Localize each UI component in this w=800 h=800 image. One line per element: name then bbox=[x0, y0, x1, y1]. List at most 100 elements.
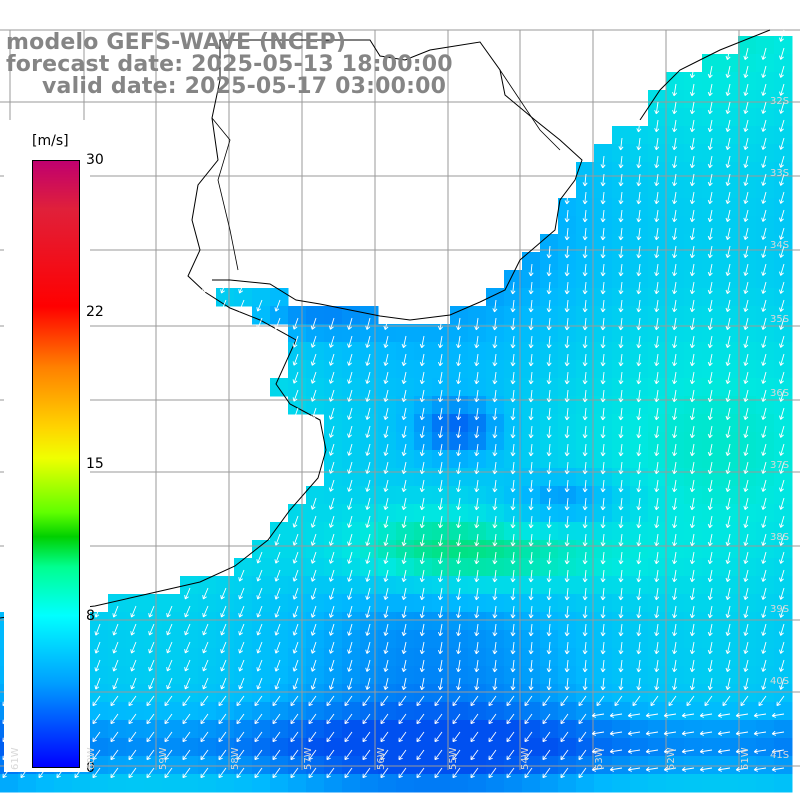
wind-speed-cell bbox=[774, 558, 793, 577]
wind-speed-cell bbox=[684, 450, 703, 469]
wind-speed-cell bbox=[324, 432, 343, 451]
wind-speed-cell bbox=[180, 648, 199, 667]
wind-speed-cell bbox=[666, 306, 685, 325]
legend-unit: [m/s] bbox=[32, 133, 69, 149]
wind-arrow bbox=[362, 713, 371, 725]
wind-arrow bbox=[310, 569, 317, 582]
lon-label: 61W bbox=[10, 747, 21, 770]
wind-arrow bbox=[528, 605, 534, 619]
wind-arrow bbox=[383, 461, 389, 474]
wind-speed-cell bbox=[270, 288, 289, 307]
wind-arrow bbox=[636, 677, 642, 691]
wind-speed-cell bbox=[648, 576, 667, 595]
wind-speed-cell bbox=[270, 378, 289, 397]
wind-speed-cell bbox=[594, 684, 613, 703]
wind-arrow bbox=[743, 335, 749, 348]
wind-speed-cell bbox=[648, 648, 667, 667]
wind-speed-cell bbox=[288, 684, 307, 703]
wind-speed-cell bbox=[702, 648, 721, 667]
wind-arrow bbox=[707, 443, 713, 457]
wind-arrow bbox=[456, 533, 462, 547]
wind-arrow bbox=[725, 515, 731, 529]
wind-speed-cell bbox=[684, 306, 703, 325]
wind-speed-cell bbox=[378, 774, 397, 793]
wind-speed-cell bbox=[504, 414, 523, 433]
wind-speed-cell bbox=[702, 126, 721, 145]
wind-arrow bbox=[564, 569, 570, 583]
wind-speed-cell bbox=[612, 684, 631, 703]
wind-arrow bbox=[310, 353, 317, 366]
wind-arrow bbox=[347, 317, 353, 330]
wind-arrow bbox=[582, 227, 588, 241]
wind-speed-cell bbox=[756, 396, 775, 415]
wind-speed-cell bbox=[684, 198, 703, 217]
wind-speed-cell bbox=[270, 720, 289, 739]
wind-arrow bbox=[600, 407, 606, 421]
wind-arrow bbox=[707, 569, 713, 583]
wind-speed-cell bbox=[720, 468, 739, 487]
wind-arrow bbox=[470, 731, 479, 743]
wind-arrow bbox=[779, 173, 785, 186]
wind-speed-cell bbox=[540, 252, 559, 271]
wind-arrow bbox=[528, 641, 534, 655]
wind-speed-cell bbox=[648, 774, 667, 793]
wind-arrow bbox=[383, 641, 389, 654]
wind-arrow bbox=[699, 712, 713, 718]
wind-speed-cell bbox=[144, 648, 163, 667]
wind-arrow bbox=[401, 677, 407, 691]
wind-arrow bbox=[725, 65, 731, 79]
wind-arrow bbox=[236, 749, 245, 761]
wind-speed-cell bbox=[270, 630, 289, 649]
wind-arrow bbox=[238, 677, 245, 690]
wind-arrow bbox=[735, 766, 749, 772]
wind-speed-cell bbox=[360, 306, 379, 325]
wind-arrow bbox=[636, 335, 642, 349]
wind-speed-cell bbox=[54, 774, 73, 793]
wind-arrow bbox=[636, 263, 642, 277]
wind-speed-cell bbox=[630, 450, 649, 469]
wind-arrow bbox=[707, 119, 713, 133]
wind-speed-cell bbox=[702, 414, 721, 433]
wind-arrow bbox=[398, 731, 407, 743]
wind-arrow bbox=[92, 767, 101, 779]
wind-speed-cell bbox=[342, 342, 361, 361]
wind-arrow bbox=[456, 317, 462, 331]
wind-speed-cell bbox=[594, 234, 613, 253]
wind-speed-cell bbox=[450, 450, 469, 469]
wind-arrow bbox=[725, 479, 731, 493]
wind-speed-cell bbox=[558, 396, 577, 415]
wind-arrow bbox=[636, 587, 642, 601]
wind-arrow bbox=[761, 173, 767, 186]
wind-speed-cell bbox=[486, 558, 505, 577]
wind-speed-cell bbox=[486, 738, 505, 757]
wind-arrow bbox=[474, 443, 480, 457]
wind-speed-cell bbox=[288, 306, 307, 325]
wind-arrow bbox=[401, 569, 407, 583]
wind-arrow bbox=[166, 623, 173, 636]
wind-arrow bbox=[725, 227, 731, 241]
wind-speed-cell bbox=[432, 648, 451, 667]
wind-arrow bbox=[401, 407, 407, 421]
wind-arrow bbox=[618, 425, 624, 439]
wind-speed-cell bbox=[738, 270, 757, 289]
wind-arrow bbox=[743, 425, 749, 438]
wind-speed-cell bbox=[270, 702, 289, 721]
wind-speed-cell bbox=[702, 576, 721, 595]
wind-arrow bbox=[274, 605, 281, 618]
wind-arrow bbox=[292, 407, 299, 420]
wind-arrow bbox=[779, 389, 785, 402]
legend-tick-8: 8 bbox=[86, 608, 95, 624]
wind-arrow bbox=[256, 659, 263, 672]
wind-speed-cell bbox=[486, 378, 505, 397]
wind-speed-cell bbox=[720, 522, 739, 541]
wind-arrow bbox=[689, 83, 695, 97]
wind-arrow bbox=[743, 407, 749, 420]
wind-arrow bbox=[761, 425, 767, 438]
wind-arrow bbox=[654, 263, 660, 277]
wind-arrow bbox=[437, 335, 443, 349]
wind-speed-cell bbox=[414, 468, 433, 487]
wind-speed-cell bbox=[378, 540, 397, 559]
wind-arrow bbox=[689, 317, 695, 331]
wind-speed-cell bbox=[756, 216, 775, 235]
wind-arrow bbox=[146, 767, 155, 779]
